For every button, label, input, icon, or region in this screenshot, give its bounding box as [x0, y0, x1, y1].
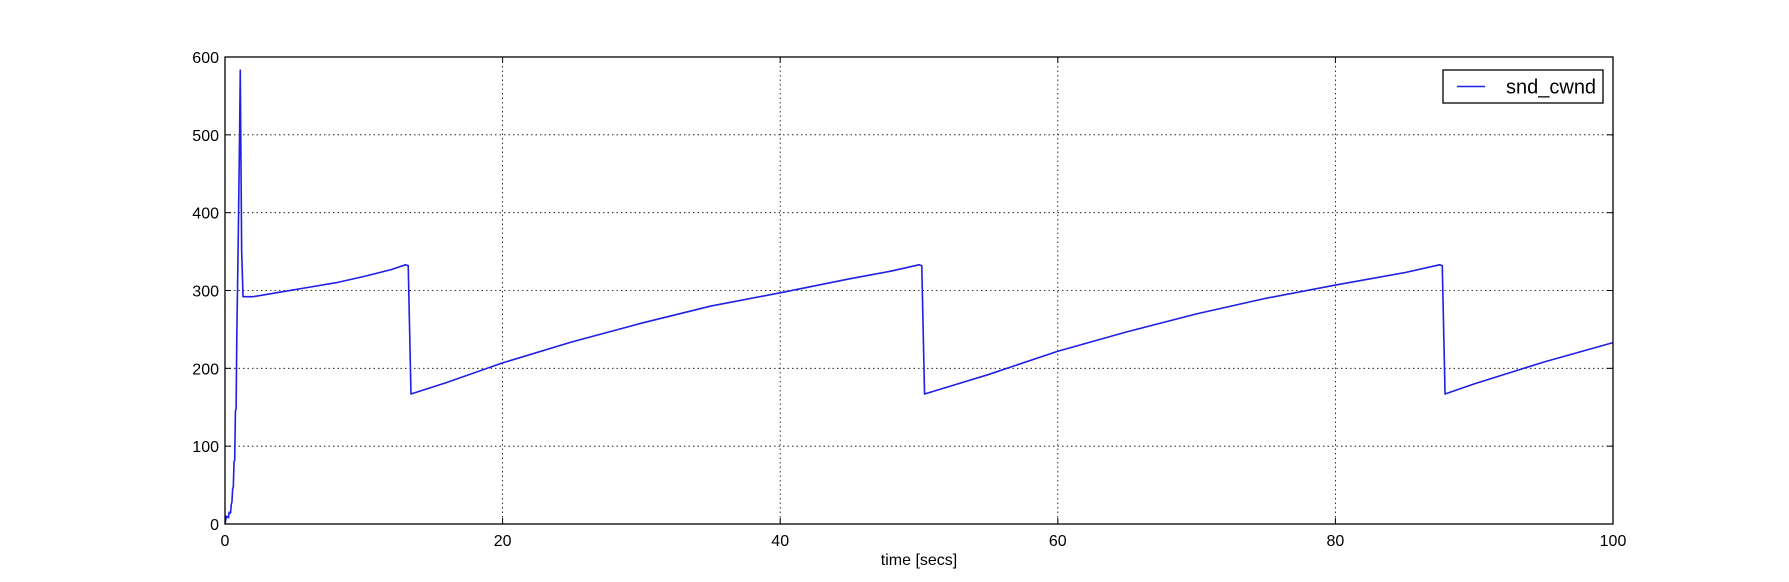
- x-tick-label: 80: [1327, 533, 1345, 550]
- legend: snd_cwnd: [1442, 69, 1604, 104]
- x-tick-label: 60: [1049, 533, 1067, 550]
- y-axis-ticks: 0 100 200 300 400 500 600: [192, 50, 1613, 534]
- y-tick-label: 200: [192, 361, 219, 378]
- x-tick-label: 40: [771, 533, 789, 550]
- x-tick-label: 0: [221, 533, 230, 550]
- grid-lines: [225, 57, 1613, 524]
- series-line-snd_cwnd: [224, 69, 1614, 525]
- y-tick-label: 100: [192, 439, 219, 456]
- plot-frame: [224, 56, 1614, 525]
- y-tick-label: 500: [192, 128, 219, 145]
- x-tick-label: 100: [1600, 533, 1627, 550]
- y-tick-label: 0: [210, 517, 219, 534]
- x-axis-label: time [secs]: [881, 552, 957, 569]
- y-tick-label: 400: [192, 206, 219, 223]
- x-axis-ticks: 0 20 40 60 80 100: [221, 57, 1627, 550]
- series-layer: [224, 69, 1614, 525]
- y-tick-label: 600: [192, 50, 219, 67]
- x-tick-label: 20: [494, 533, 512, 550]
- legend-label-snd_cwnd: snd_cwnd: [1506, 77, 1596, 99]
- y-tick-label: 300: [192, 284, 219, 301]
